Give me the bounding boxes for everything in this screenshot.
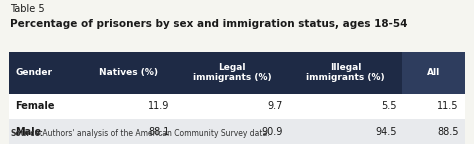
Text: 11.9: 11.9 [148, 101, 169, 111]
Text: All: All [427, 68, 440, 77]
Bar [82, 52, 175, 93]
Bar [402, 52, 465, 93]
Text: Gender: Gender [15, 68, 52, 77]
Text: Illegal
immigrants (%): Illegal immigrants (%) [306, 63, 385, 82]
Bar [289, 93, 402, 119]
Bar [9, 93, 82, 119]
Text: 88.1: 88.1 [148, 127, 169, 137]
Bar [82, 93, 175, 119]
Text: Legal
immigrants (%): Legal immigrants (%) [192, 63, 271, 82]
Text: Male: Male [15, 127, 41, 137]
Text: Table 5: Table 5 [10, 4, 45, 14]
Text: 5.5: 5.5 [381, 101, 397, 111]
Bar [402, 93, 465, 119]
Text: Authors' analysis of the American Community Survey data.: Authors' analysis of the American Commun… [40, 129, 269, 138]
Text: 9.7: 9.7 [268, 101, 283, 111]
Text: Percentage of prisoners by sex and immigration status, ages 18-54: Percentage of prisoners by sex and immig… [10, 19, 408, 29]
Bar [175, 119, 289, 144]
Text: 88.5: 88.5 [438, 127, 459, 137]
Text: Natives (%): Natives (%) [99, 68, 158, 77]
Bar [175, 52, 289, 93]
Bar [82, 119, 175, 144]
Text: 94.5: 94.5 [375, 127, 397, 137]
Bar [9, 119, 82, 144]
Text: 11.5: 11.5 [438, 101, 459, 111]
Bar [175, 93, 289, 119]
Text: 90.9: 90.9 [262, 127, 283, 137]
Text: Source:: Source: [10, 129, 44, 138]
Bar [9, 52, 82, 93]
Bar [289, 119, 402, 144]
Bar [402, 119, 465, 144]
Text: Female: Female [15, 101, 55, 111]
Bar [289, 52, 402, 93]
